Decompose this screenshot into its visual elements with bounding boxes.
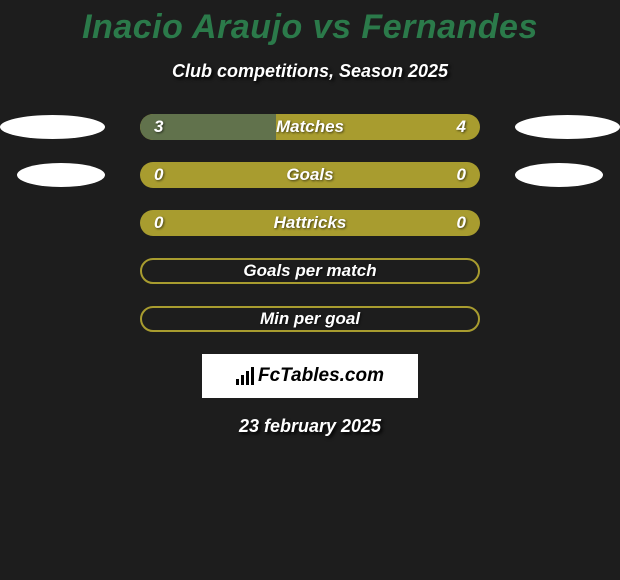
stat-bar: Min per goal xyxy=(140,306,480,332)
right-spacer xyxy=(515,259,620,283)
stat-bar: 3Matches4 xyxy=(140,114,480,140)
stat-row: 3Matches4 xyxy=(0,114,620,140)
stat-row: Goals per match xyxy=(0,258,620,284)
date-text: 23 february 2025 xyxy=(0,416,620,437)
stat-label: Min per goal xyxy=(142,309,478,329)
stat-right-value: 4 xyxy=(457,117,466,137)
stat-bar: 0Goals0 xyxy=(140,162,480,188)
logo-box: FcTables.com xyxy=(202,354,418,398)
stat-right-value: 0 xyxy=(457,165,466,185)
page-title: Inacio Araujo vs Fernandes xyxy=(0,8,620,47)
chart-icon xyxy=(236,367,254,385)
stat-row: 0Hattricks0 xyxy=(0,210,620,236)
stat-label: Goals xyxy=(140,165,480,185)
left-ellipse xyxy=(17,163,105,187)
stat-row: 0Goals0 xyxy=(0,162,620,188)
left-ellipse xyxy=(0,115,105,139)
left-spacer xyxy=(0,259,105,283)
stat-label: Matches xyxy=(140,117,480,137)
stats-container: 3Matches40Goals00Hattricks0Goals per mat… xyxy=(0,114,620,332)
logo-text: FcTables.com xyxy=(258,365,384,387)
left-spacer xyxy=(0,211,105,235)
comparison-infographic: Inacio Araujo vs Fernandes Club competit… xyxy=(0,0,620,437)
right-spacer xyxy=(515,211,620,235)
stat-right-value: 0 xyxy=(457,213,466,233)
right-spacer xyxy=(515,307,620,331)
right-ellipse xyxy=(515,115,620,139)
stat-row: Min per goal xyxy=(0,306,620,332)
logo: FcTables.com xyxy=(236,365,384,387)
right-ellipse xyxy=(515,163,603,187)
left-spacer xyxy=(0,307,105,331)
stat-label: Goals per match xyxy=(142,261,478,281)
stat-bar: 0Hattricks0 xyxy=(140,210,480,236)
subtitle: Club competitions, Season 2025 xyxy=(0,61,620,82)
stat-label: Hattricks xyxy=(140,213,480,233)
stat-bar: Goals per match xyxy=(140,258,480,284)
